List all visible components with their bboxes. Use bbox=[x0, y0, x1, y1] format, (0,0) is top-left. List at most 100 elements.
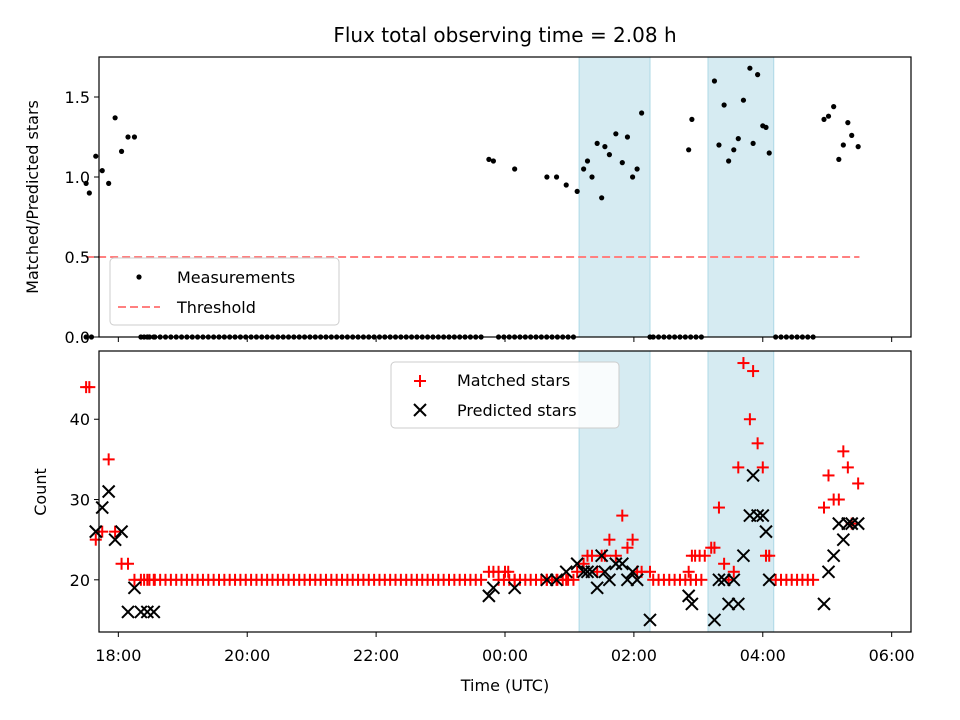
measurement-point bbox=[750, 140, 756, 146]
predicted-point bbox=[147, 605, 161, 619]
measurement-point bbox=[486, 156, 492, 162]
measurement-point bbox=[689, 116, 695, 122]
measurement-point bbox=[755, 72, 761, 78]
predicted-point bbox=[101, 484, 116, 499]
ratio-x-ticks bbox=[117, 337, 893, 342]
predicted-point bbox=[127, 581, 142, 595]
legend-measurements-marker bbox=[136, 274, 142, 280]
predicted-point bbox=[620, 573, 635, 587]
predicted-point bbox=[615, 557, 629, 571]
matched-point bbox=[807, 573, 820, 586]
y-tick-label: 0.0 bbox=[65, 328, 90, 347]
measurement-point bbox=[589, 174, 595, 180]
x-tick-label: 20:00 bbox=[224, 646, 270, 665]
y-tick-label: 30 bbox=[70, 491, 90, 510]
measurement-point bbox=[639, 110, 645, 116]
measurement-point bbox=[726, 158, 732, 164]
matched-point bbox=[737, 357, 750, 370]
matched-point bbox=[743, 413, 756, 426]
predicted-point bbox=[108, 532, 122, 547]
predicted-point bbox=[121, 605, 135, 619]
shaded-interval bbox=[707, 56, 775, 338]
legend-matched-marker bbox=[414, 375, 426, 387]
predicted-point bbox=[821, 565, 836, 579]
predicted-point bbox=[685, 597, 699, 611]
matched-point bbox=[682, 565, 695, 578]
measurement-point bbox=[584, 158, 591, 164]
legend-matched-label: Matched stars bbox=[457, 371, 570, 390]
count-points bbox=[80, 357, 865, 627]
matched-point bbox=[732, 461, 745, 474]
matched-point bbox=[818, 501, 830, 514]
measurement-point bbox=[766, 150, 772, 156]
matched-point bbox=[727, 565, 740, 578]
measurement-point bbox=[686, 147, 692, 153]
predicted-point bbox=[681, 589, 696, 603]
matched-point bbox=[763, 549, 776, 562]
predicted-point bbox=[756, 508, 770, 523]
x-tick-label: 22:00 bbox=[353, 646, 399, 665]
y-tick-label: 20 bbox=[70, 571, 90, 590]
predicted-point bbox=[845, 516, 859, 531]
measurement-point bbox=[99, 168, 105, 174]
measurement-point bbox=[574, 188, 580, 194]
measurement-point bbox=[825, 113, 832, 119]
measurement-point bbox=[735, 136, 741, 142]
x-tick-label: 06:00 bbox=[869, 646, 915, 665]
predicted-point bbox=[482, 589, 496, 603]
ratio-y-ticks: 0.0 0.5 1.0 1.5 bbox=[65, 88, 99, 347]
measurement-point bbox=[512, 166, 518, 172]
predicted-point bbox=[826, 549, 841, 563]
measurement-point bbox=[716, 142, 722, 148]
measurement-point bbox=[544, 174, 550, 180]
matched-point bbox=[96, 525, 109, 538]
predicted-point bbox=[585, 565, 599, 579]
shaded-interval bbox=[578, 56, 651, 338]
predicted-point bbox=[643, 613, 657, 627]
predicted-point bbox=[140, 605, 155, 619]
measurement-point bbox=[106, 180, 112, 186]
measurement-point bbox=[836, 156, 842, 162]
measurement-point bbox=[602, 144, 608, 150]
matched-point bbox=[616, 509, 629, 522]
x-tick-label: 18:00 bbox=[95, 646, 141, 665]
matched-point bbox=[718, 557, 731, 570]
predicted-point bbox=[851, 516, 865, 531]
ratio-legend-box bbox=[109, 257, 340, 326]
predicted-point bbox=[580, 565, 595, 579]
measurement-point bbox=[831, 104, 837, 110]
matched-point bbox=[852, 477, 865, 490]
predicted-point bbox=[721, 597, 736, 611]
matched-point bbox=[502, 565, 515, 578]
matched-point bbox=[567, 573, 580, 586]
measurement-point bbox=[845, 120, 851, 126]
matched-point bbox=[747, 365, 760, 378]
predicted-point bbox=[717, 573, 731, 587]
matched-point bbox=[109, 525, 122, 538]
matched-point bbox=[122, 557, 134, 570]
matched-point bbox=[832, 493, 845, 506]
x-tick-label: 04:00 bbox=[740, 646, 786, 665]
measurement-point bbox=[711, 78, 718, 84]
predicted-point bbox=[89, 524, 103, 539]
predicted-point bbox=[817, 597, 831, 611]
matched-point bbox=[626, 533, 639, 546]
measurement-point bbox=[125, 134, 131, 140]
legend-measurements-label: Measurements bbox=[177, 268, 295, 287]
predicted-point bbox=[736, 549, 751, 563]
predicted-point bbox=[559, 565, 573, 579]
measurement-point bbox=[553, 174, 560, 180]
measurement-point bbox=[131, 134, 138, 140]
measurement-point bbox=[83, 334, 89, 340]
predicted-point bbox=[590, 581, 604, 595]
measurement-point bbox=[630, 174, 636, 180]
predicted-point bbox=[609, 557, 623, 571]
predicted-point bbox=[759, 524, 773, 539]
predicted-point bbox=[727, 573, 741, 587]
count-legend-box bbox=[390, 361, 620, 429]
predicted-point bbox=[625, 565, 640, 579]
predicted-point bbox=[540, 573, 554, 587]
matched-point bbox=[475, 573, 488, 586]
y-tick-label: 0.5 bbox=[65, 248, 90, 267]
shaded-interval bbox=[707, 350, 775, 633]
